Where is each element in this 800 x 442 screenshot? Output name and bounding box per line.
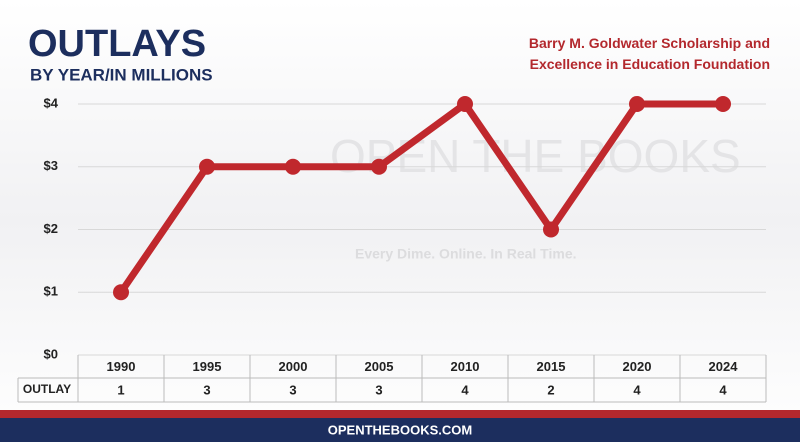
- x-tick-label: 2010: [451, 359, 480, 374]
- x-tick-label: 2024: [709, 359, 739, 374]
- chart-subtitle: BY YEAR/IN MILLIONS: [30, 65, 213, 84]
- table-value: 4: [461, 382, 469, 397]
- table-value: 3: [203, 382, 210, 397]
- footer-text: OPENTHEBOOKS.COM: [328, 422, 472, 437]
- watermark-tagline: Every Dime. Online. In Real Time.: [355, 246, 577, 262]
- table-value: 4: [719, 382, 727, 397]
- chart-title: OUTLAYS: [28, 23, 206, 65]
- table-value: 4: [633, 382, 641, 397]
- row-label: OUTLAY: [23, 382, 71, 396]
- marker: [715, 96, 731, 112]
- table-value: 2: [547, 382, 554, 397]
- x-tick-label: 1995: [193, 359, 222, 374]
- table-value: 3: [289, 382, 296, 397]
- marker: [543, 221, 559, 238]
- marker: [199, 158, 215, 175]
- table-value: 3: [375, 382, 382, 397]
- y-tick-label: $4: [44, 95, 59, 110]
- line: [118, 100, 723, 295]
- y-tick-label: $1: [44, 284, 58, 299]
- marker: [457, 96, 473, 112]
- source: Barry M. Goldwater Scholarship and Excel…: [528, 35, 770, 72]
- y-tick-label: $3: [44, 158, 58, 173]
- marker: [285, 158, 301, 175]
- y-tick-label: $2: [44, 221, 58, 236]
- marker: [629, 96, 645, 112]
- marker: [113, 284, 129, 301]
- footer-stripe: [0, 410, 800, 418]
- marker: [371, 158, 387, 175]
- x-tick-label: 2020: [623, 359, 652, 374]
- table-value: 1: [117, 382, 124, 397]
- x-tick-label: 1990: [107, 359, 136, 374]
- y-tick-label: $0: [44, 346, 58, 361]
- x-tick-label: 2000: [279, 359, 308, 374]
- footer-bar: [0, 418, 800, 442]
- x-tick-label: 2015: [537, 359, 566, 374]
- x-tick-label: 2005: [365, 359, 394, 374]
